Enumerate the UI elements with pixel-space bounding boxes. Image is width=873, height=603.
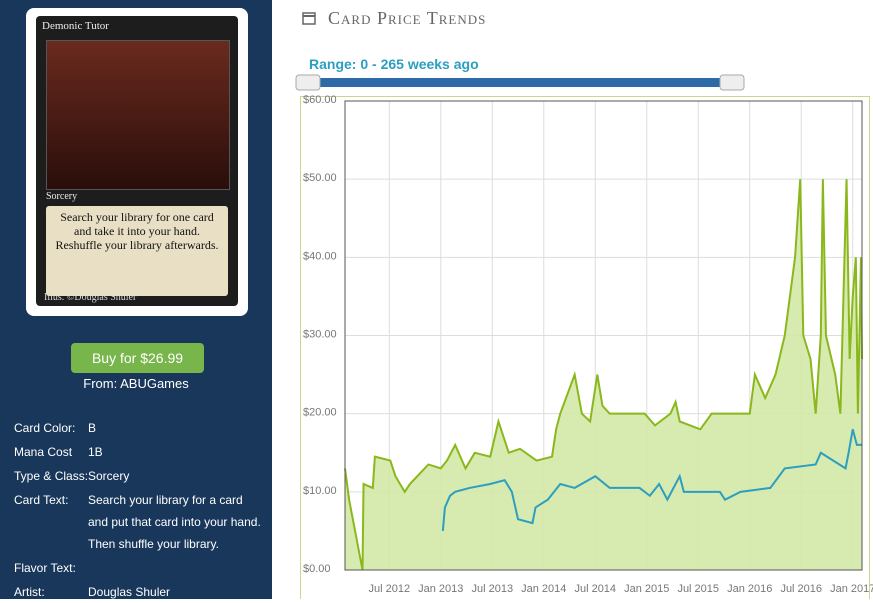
range-slider[interactable] (296, 78, 743, 87)
card-art (46, 40, 230, 190)
section-title: Card Price Trends (328, 8, 487, 28)
card-panel: Demonic Tutor Sorcery Search your librar… (0, 0, 272, 599)
y-tick-label: $60.00 (303, 94, 337, 106)
buy-source: From: ABUGames (83, 376, 189, 391)
y-tick-label: $0.00 (303, 563, 331, 575)
slider-handle[interactable] (295, 74, 321, 91)
card-type: Sorcery (46, 191, 78, 202)
x-tick-label: Jul 2014 (574, 583, 616, 595)
x-tick-label: Jan 2013 (418, 583, 463, 595)
y-tick-label: $10.00 (303, 485, 337, 497)
card-rules: Search your library for one card and tak… (46, 206, 228, 296)
x-tick-label: Jan 2015 (624, 583, 669, 595)
y-tick-label: $30.00 (303, 329, 337, 341)
x-tick-label: Jul 2012 (368, 583, 410, 595)
detail-label: Type & Class: (14, 469, 89, 483)
detail-value: Search your library for a card and put t… (88, 493, 261, 551)
detail-value: 1B (88, 445, 103, 459)
x-tick-label: Jul 2015 (677, 583, 719, 595)
slider-handle[interactable] (719, 74, 745, 91)
card-frame: Demonic Tutor Sorcery Search your librar… (36, 16, 238, 306)
series-line (344, 179, 863, 571)
detail-label: Flavor Text: (14, 561, 76, 575)
buy-button[interactable]: Buy for $26.99 (71, 343, 204, 373)
x-tick-label: Jul 2016 (780, 583, 822, 595)
card-name: Demonic Tutor (42, 20, 109, 32)
detail-label: Card Text: (14, 493, 69, 507)
range-label: Range: 0 - 265 weeks ago (309, 56, 479, 72)
y-tick-label: $50.00 (303, 172, 337, 184)
card-image: Demonic Tutor Sorcery Search your librar… (26, 8, 248, 316)
detail-value: Douglas Shuler (88, 585, 171, 599)
series-line (441, 429, 862, 532)
buy-label[interactable]: Buy for $26.99 (91, 350, 184, 366)
x-tick-label: Jan 2017 (830, 583, 873, 595)
series-area (345, 179, 862, 570)
x-tick-label: Jul 2013 (471, 583, 513, 595)
y-tick-label: $20.00 (303, 407, 337, 419)
detail-label: Artist: (14, 585, 45, 599)
detail-label: Mana Cost (14, 445, 73, 459)
detail-label: Card Color: (14, 421, 76, 435)
detail-value: Sorcery (88, 469, 130, 483)
detail-value: B (88, 421, 97, 435)
x-tick-label: Jan 2014 (521, 583, 566, 595)
card-illustrator: Illus. ©Douglas Shuler (44, 292, 137, 303)
calendar-icon (302, 12, 316, 25)
plot-area (344, 100, 863, 571)
x-tick-label: Jan 2016 (727, 583, 772, 595)
y-tick-label: $40.00 (303, 250, 337, 262)
